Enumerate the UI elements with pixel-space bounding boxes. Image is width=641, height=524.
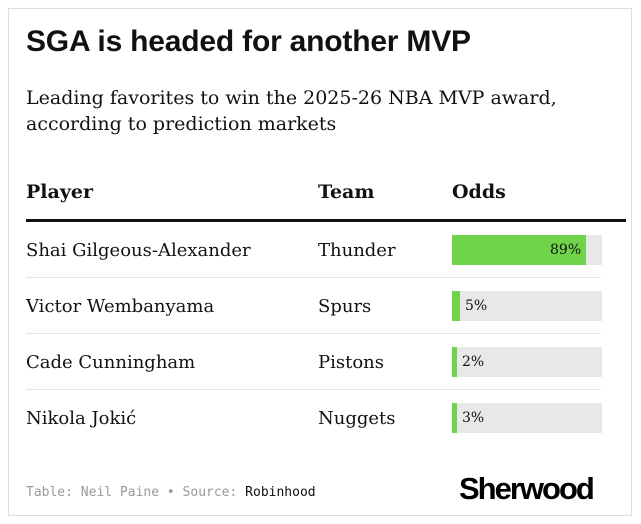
team-name: Thunder (318, 240, 396, 261)
odds-label: 3% (462, 410, 485, 426)
row-divider (26, 389, 601, 390)
row-divider (26, 277, 601, 278)
table-row: Victor Wembanyama Spurs 5% (26, 278, 626, 334)
odds-bar (452, 235, 586, 265)
header-rule (26, 219, 626, 222)
odds-bar (452, 403, 457, 433)
credit-table: Table: Neil Paine (26, 485, 160, 500)
odds-bar-track: 89% (452, 235, 602, 265)
chart-subtitle: Leading favorites to win the 2025-26 NBA… (26, 87, 557, 135)
odds-bar (452, 347, 457, 377)
column-header-odds: Odds (452, 181, 506, 203)
column-header-team: Team (318, 181, 375, 203)
sherwood-logo: Sherwood (459, 471, 595, 506)
player-name: Cade Cunningham (26, 352, 196, 373)
credit-line: Table: Neil Paine • Source: Robinhood (26, 485, 316, 500)
odds-label: 2% (462, 354, 485, 370)
odds-bar-track: 3% (452, 403, 602, 433)
odds-label: 89% (550, 242, 582, 258)
team-name: Nuggets (318, 408, 396, 429)
odds-bar (452, 291, 460, 321)
credit-separator: • (166, 485, 175, 500)
player-name: Victor Wembanyama (26, 296, 215, 317)
player-name: Shai Gilgeous-Alexander (26, 240, 251, 261)
column-header-player: Player (26, 181, 93, 203)
table-row: Cade Cunningham Pistons 2% (26, 334, 626, 390)
odds-bar-track: 2% (452, 347, 602, 377)
chart-title: SGA is headed for another MVP (26, 25, 471, 58)
chart-card: SGA is headed for another MVP Leading fa… (8, 8, 632, 516)
table-row: Nikola Jokić Nuggets 3% (26, 390, 626, 446)
team-name: Spurs (318, 296, 372, 317)
team-name: Pistons (318, 352, 385, 373)
player-name: Nikola Jokić (26, 408, 137, 429)
credit-source-name: Robinhood (245, 485, 316, 500)
row-divider (26, 333, 601, 334)
credit-source-label: Source: (182, 485, 238, 500)
odds-label: 5% (465, 298, 488, 314)
table-row: Shai Gilgeous-Alexander Thunder 89% (26, 222, 626, 278)
odds-bar-track: 5% (452, 291, 602, 321)
